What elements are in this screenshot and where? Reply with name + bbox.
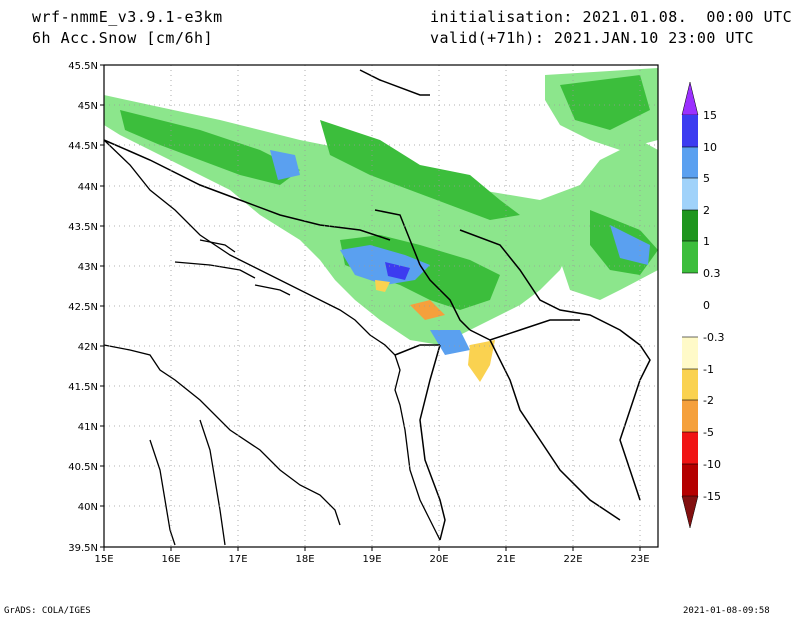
field-title: 6h Acc.Snow [cm/6h]	[32, 29, 214, 47]
colorbar-label: -5	[703, 426, 714, 439]
colorbar-bin	[682, 305, 698, 337]
lat-labels: 45.5N 45N 44.5N 44N 43.5N 43N 42.5N 42N …	[68, 61, 98, 554]
colorbar-label: 0	[703, 299, 710, 312]
colorbar-top-arrow	[681, 81, 699, 116]
lon-label: 22E	[563, 554, 582, 565]
lat-label: 42.5N	[68, 302, 98, 313]
lat-label: 39.5N	[68, 543, 98, 554]
lat-label: 43N	[78, 262, 98, 273]
colorbar-bin	[682, 147, 698, 178]
lat-label: 41.5N	[68, 382, 98, 393]
colorbar-label: 2	[703, 204, 710, 217]
colorbar-bottom-arrow	[681, 495, 699, 529]
lat-label: 41N	[78, 422, 98, 433]
colorbar-bin	[682, 337, 698, 369]
valid-time: valid(+71h): 2021.JAN.10 23:00 UTC	[430, 29, 755, 47]
lat-label: 45.5N	[68, 61, 98, 72]
borders	[103, 69, 651, 541]
lon-label: 18E	[295, 554, 314, 565]
lat-label: 44N	[78, 182, 98, 193]
colorbar-bin	[682, 115, 698, 147]
model-title: wrf-nmmE_v3.9.1-e3km	[32, 8, 223, 26]
lat-label: 40.5N	[68, 462, 98, 473]
lon-label: 20E	[429, 554, 448, 565]
credit-label: GrADS: COLA/IGES	[4, 606, 91, 616]
colorbar-label: 1	[703, 235, 710, 248]
timestamp-label: 2021-01-08-09:58	[683, 606, 770, 616]
colorbar-label: -2	[703, 394, 714, 407]
lat-label: 44.5N	[68, 141, 98, 152]
lat-label: 45N	[78, 101, 98, 112]
colorbar-label: -0.3	[703, 331, 724, 344]
lon-label: 15E	[94, 554, 113, 565]
lon-label: 21E	[496, 554, 515, 565]
lon-label: 16E	[161, 554, 180, 565]
colorbar-bin	[682, 400, 698, 432]
colorbar: 15 10 5 2 1 0.3 0 -0.3 -1 -2 -5 -10 -15	[681, 81, 724, 529]
grid	[104, 65, 658, 547]
snow-field	[104, 68, 658, 382]
colorbar-bin	[682, 369, 698, 400]
lon-label: 23E	[630, 554, 649, 565]
colorbar-label: 15	[703, 109, 717, 122]
colorbar-label: 10	[703, 141, 717, 154]
lon-label: 19E	[362, 554, 381, 565]
lon-label: 17E	[228, 554, 247, 565]
colorbar-label: 0.3	[703, 267, 721, 280]
lat-label: 43.5N	[68, 222, 98, 233]
lat-label: 42N	[78, 342, 98, 353]
colorbar-bin	[682, 432, 698, 464]
colorbar-labels: 15 10 5 2 1 0.3 0 -0.3 -1 -2 -5 -10 -15	[703, 109, 724, 503]
lat-label: 40N	[78, 502, 98, 513]
axis-ticks	[100, 64, 641, 551]
lon-labels: 15E 16E 17E 18E 19E 20E 21E 22E 23E	[94, 554, 649, 565]
colorbar-bin	[682, 464, 698, 496]
colorbar-bin	[682, 241, 698, 273]
colorbar-bin	[682, 178, 698, 210]
colorbar-label: 5	[703, 172, 710, 185]
colorbar-bin	[682, 273, 698, 305]
colorbar-label: -10	[703, 458, 721, 471]
colorbar-label: -1	[703, 363, 714, 376]
init-time: initialisation: 2021.01.08. 00:00 UTC	[430, 8, 793, 26]
colorbar-label: -15	[703, 490, 721, 503]
colorbar-bin	[682, 210, 698, 241]
coastlines	[103, 139, 441, 546]
